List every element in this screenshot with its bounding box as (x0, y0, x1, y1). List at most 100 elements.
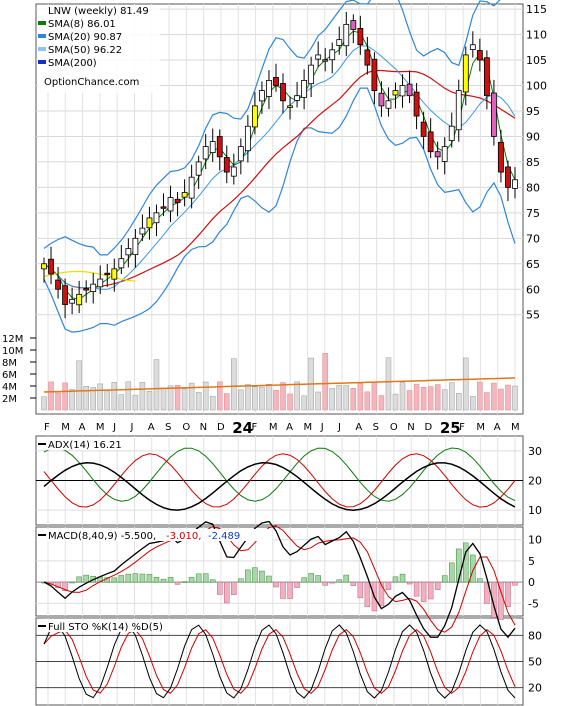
adx-title: ADX(14) 16.21 (48, 440, 122, 451)
volume-tick-label: 6M (2, 370, 17, 381)
x-tick-label: M (511, 422, 520, 433)
volume-bar (195, 392, 202, 411)
candle-body (216, 136, 223, 158)
candle-body (139, 227, 146, 235)
x-tick-label: J (129, 422, 133, 433)
candle-body (153, 212, 160, 224)
macd-histogram-bar (202, 573, 209, 583)
macd-histogram-bar (224, 581, 230, 604)
sma50-line (43, 69, 516, 289)
price-tick-label: 70 (526, 232, 540, 245)
macd-histogram-bar (273, 581, 279, 588)
grid-lines (36, 4, 523, 705)
candle-body (97, 278, 104, 288)
candle-body (237, 146, 244, 162)
candle-body (280, 83, 286, 102)
macd-histogram-bar (308, 573, 314, 583)
macd-histogram-bar (252, 567, 258, 583)
legend-sma200: SMA(200) (48, 58, 97, 69)
legend-swatch-sma50 (38, 47, 46, 51)
x-tick-label: O (390, 422, 398, 433)
candle-body (448, 125, 455, 141)
price-tick-label: 75 (526, 207, 540, 220)
volume-bar (224, 393, 230, 411)
volume-bar (399, 382, 406, 411)
sto-tick-label: 20 (528, 682, 542, 695)
candle-body (259, 90, 265, 102)
macd-histogram-bar (427, 581, 434, 600)
x-tick-label: M (476, 422, 485, 433)
macd-histogram-bar (477, 578, 483, 583)
candle-body (406, 83, 413, 97)
volume-bar (470, 396, 476, 411)
macd-histogram-bar (69, 581, 75, 584)
legend-sma50: SMA(50) 96.22 (48, 45, 122, 56)
macd-histogram-bar (280, 581, 286, 599)
candle-body (455, 90, 462, 131)
macd-histogram-bar (146, 574, 153, 583)
legend-sma20: SMA(20) 90.87 (48, 32, 122, 43)
candle-body (55, 279, 61, 290)
volume-bar (118, 394, 125, 411)
volume-bar (139, 381, 146, 411)
macd-histogram-bar (118, 575, 125, 583)
macd-signal-line (43, 525, 516, 633)
macd-histogram-bar (448, 562, 455, 583)
sub-indicators (41, 447, 518, 699)
candle-body (251, 105, 258, 128)
macd-swatch (38, 534, 46, 536)
candlesticks (41, 11, 518, 319)
candle-body (132, 237, 139, 256)
candle-body (378, 92, 385, 107)
sto-tick-label: 50 (528, 656, 542, 669)
macd-histogram-bar (498, 581, 504, 620)
candle-body (146, 217, 153, 229)
sto-legend: Full STO %K(14) %D(5) (37, 620, 177, 633)
volume-bar (41, 396, 47, 411)
macd-tick-label: -5 (528, 597, 539, 610)
candle-body (441, 146, 448, 162)
volume-bar (132, 394, 139, 411)
volume-bar (125, 381, 132, 411)
x-tick-label: S (373, 422, 379, 433)
volume-bar (378, 395, 385, 411)
volume-bar (343, 385, 350, 411)
x-tick-label: A (355, 422, 362, 433)
candle-body (322, 59, 329, 62)
volume-tick-label: 8M (2, 358, 17, 369)
macd-histogram-bar (420, 581, 427, 602)
candle-body (483, 57, 490, 97)
adx-tick-label: 10 (528, 504, 542, 517)
candle-body (491, 92, 497, 137)
price-tick-label: 90 (526, 130, 540, 143)
macd-histogram-bar (294, 581, 300, 588)
volume-bar (484, 392, 490, 411)
candle-body (104, 272, 111, 276)
macd-histogram-bar (336, 579, 343, 583)
macd-histogram-bar (399, 573, 406, 583)
volume-bar (266, 383, 272, 411)
candle-body (336, 39, 343, 46)
price-tick-label: 60 (526, 283, 540, 296)
macd-histogram-bar (322, 581, 328, 586)
candle-body (385, 100, 392, 109)
candle-body (294, 95, 300, 101)
macd-histogram-bar (76, 576, 82, 583)
volume-bar (456, 393, 462, 411)
price-tick-label: 105 (526, 54, 547, 67)
indicator-lines (43, 0, 516, 393)
volume-bar (427, 386, 434, 411)
volume-bar (420, 386, 427, 411)
volume-bar (167, 385, 174, 411)
x-tick-label: S (165, 422, 171, 433)
volume-bars (41, 353, 518, 411)
x-tick-label: J (337, 422, 341, 433)
macd-histogram-bar (392, 576, 399, 583)
macd-histogram-bar (195, 573, 202, 583)
volume-bar (315, 391, 321, 411)
macd-histogram-bar (385, 581, 392, 591)
candle-body (399, 85, 406, 97)
volume-bar (181, 388, 188, 411)
